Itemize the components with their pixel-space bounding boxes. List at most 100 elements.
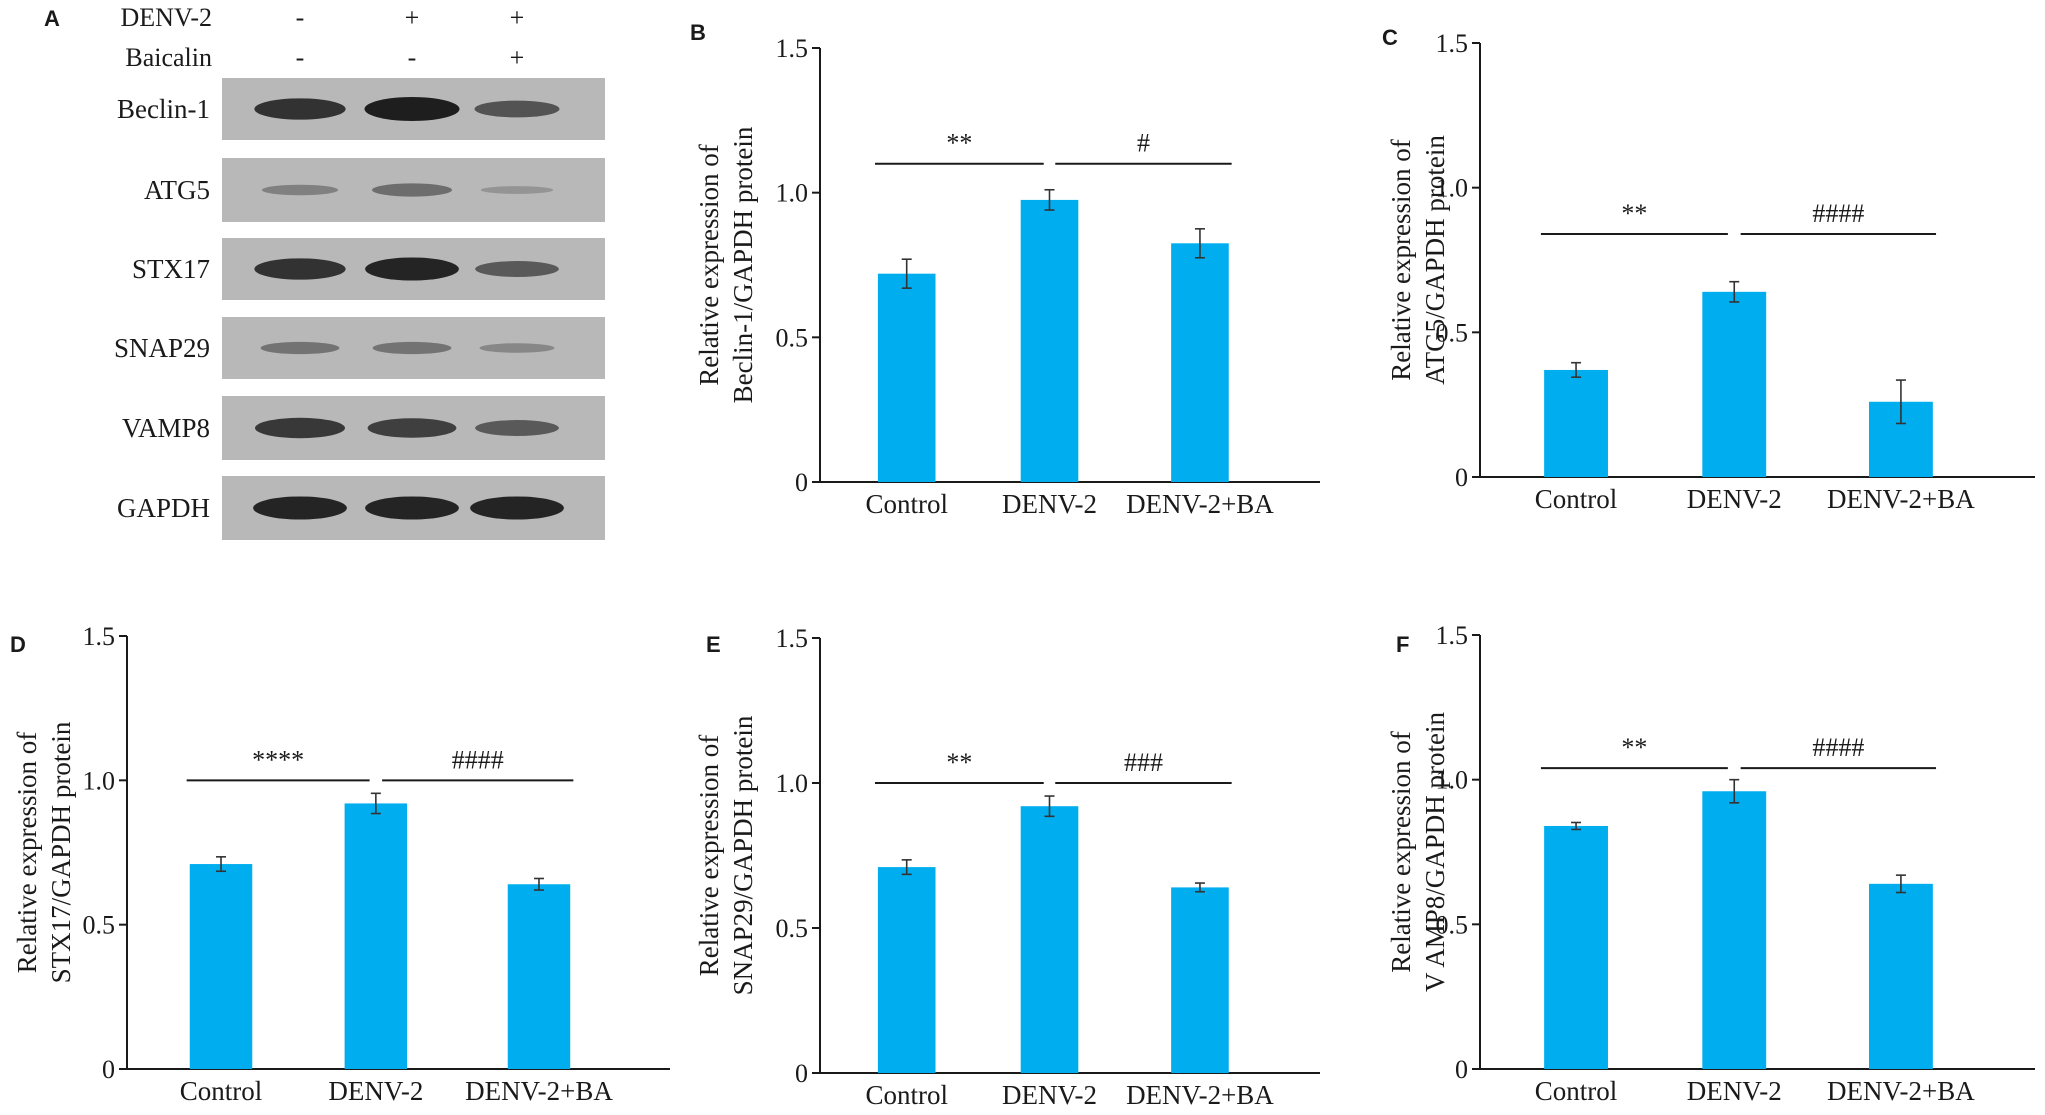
x-tick-label: Control	[1535, 1076, 1618, 1106]
y-axis-label: Relative expression of	[694, 735, 724, 976]
y-tick-label: 0.5	[776, 914, 809, 943]
bar-chart-panel-d: D 0 0.5 1.0 1.5 Relative expression of STX17/G…	[10, 622, 670, 1106]
blot-band	[255, 417, 345, 439]
y-axis-label: Relative expression of	[1386, 139, 1416, 380]
treatment-mark: +	[405, 3, 420, 32]
significance-label: ###	[1124, 748, 1163, 777]
bar	[877, 867, 936, 1073]
x-tick-label: Control	[180, 1076, 263, 1106]
x-tick-label: DENV-2	[1687, 484, 1782, 514]
bar	[344, 803, 408, 1069]
blot-row-label: Beclin-1	[117, 94, 210, 124]
bar-chart-panel-c: C 0 0.5 1.0 1.5 Relative expression of ATG5/GA…	[1382, 25, 2035, 514]
y-axis-label: ATG5/GAPDH protein	[1420, 135, 1450, 385]
x-tick-label: DENV-2+BA	[1827, 484, 1975, 514]
x-tick-label: Control	[865, 1080, 948, 1110]
blot-band	[365, 496, 459, 520]
bar	[1869, 883, 1933, 1069]
x-tick-label: Control	[865, 489, 948, 519]
y-tick-label: 0.5	[83, 911, 116, 940]
x-tick-label: DENV-2+BA	[1827, 1076, 1975, 1106]
blot-band	[261, 184, 339, 196]
treatment-mark: -	[408, 43, 417, 72]
bar-chart-panel-f: F 0 0.5 1.0 1.5 Relative expression of V AMP8/…	[1386, 621, 2035, 1106]
bar	[1544, 369, 1608, 477]
y-axis-label: Relative expression of	[1386, 731, 1416, 972]
blot-band	[364, 97, 460, 121]
bar	[877, 273, 936, 482]
x-tick-label: DENV-2	[1687, 1076, 1782, 1106]
bar	[1702, 791, 1767, 1069]
blot-band	[372, 341, 452, 355]
blot-band	[254, 98, 346, 120]
significance-label: ####	[452, 745, 504, 774]
y-axis-label: SNAP29/GAPDH protein	[728, 715, 758, 995]
blot-row-label: ATG5	[144, 175, 210, 205]
significance-label: ####	[1812, 199, 1864, 228]
treatment-label: Baicalin	[125, 43, 212, 72]
blot-row-label: GAPDH	[117, 493, 210, 523]
y-tick-label: 0	[795, 1059, 808, 1088]
y-tick-label: 1.0	[776, 769, 809, 798]
significance-label: **	[946, 748, 972, 777]
bar	[1020, 199, 1079, 482]
bar	[189, 864, 253, 1069]
blot-band	[372, 183, 452, 197]
blot-band	[254, 258, 346, 280]
y-axis-label: V AMP8/GAPDH protein	[1420, 711, 1450, 992]
panel-label: E	[706, 632, 721, 657]
treatment-mark: +	[510, 3, 525, 32]
bar	[507, 884, 571, 1069]
panel-label-a: A	[44, 6, 60, 31]
x-tick-label: DENV-2	[1002, 1080, 1097, 1110]
blot-strip	[222, 158, 605, 222]
blot-band	[367, 418, 457, 438]
bar	[1702, 291, 1767, 477]
x-tick-label: DENV-2	[1002, 489, 1097, 519]
panel-label: B	[690, 20, 706, 45]
y-tick-label: 0	[102, 1055, 115, 1084]
x-tick-label: DENV-2	[328, 1076, 423, 1106]
x-tick-label: DENV-2+BA	[1126, 1080, 1274, 1110]
y-tick-label: 0.5	[776, 323, 809, 352]
blot-band	[475, 261, 559, 277]
treatment-mark: +	[510, 43, 525, 72]
treatment-mark: -	[296, 3, 305, 32]
blot-band	[365, 257, 459, 281]
blot-row-label: SNAP29	[114, 333, 210, 363]
x-tick-label: Control	[1535, 484, 1618, 514]
blot-band	[474, 100, 560, 118]
y-tick-label: 0	[795, 468, 808, 497]
x-tick-label: DENV-2+BA	[1126, 489, 1274, 519]
y-axis-label: Relative expression of	[694, 144, 724, 385]
bar	[1544, 825, 1608, 1069]
bar-chart-panel-b: B 0 0.5 1.0 1.5 Relative expression of Beclin-…	[690, 20, 1320, 519]
blot-band	[253, 496, 347, 520]
significance-label: **	[946, 129, 972, 158]
significance-label: ####	[1812, 733, 1864, 762]
y-tick-label: 0	[1455, 463, 1468, 492]
blot-band	[475, 420, 559, 436]
panel-label: F	[1396, 632, 1409, 657]
western-blot-panel: A DENV-2 - + + Baicalin - - + Beclin-1 ATG5 STX17 SN…	[44, 3, 605, 540]
y-tick-label: 1.0	[1436, 766, 1469, 795]
y-tick-label: 0	[1455, 1055, 1468, 1084]
blot-band	[260, 341, 340, 355]
blot-band	[480, 186, 554, 194]
y-axis-label: STX17/GAPDH protein	[46, 721, 76, 983]
blot-row-label: STX17	[132, 254, 210, 284]
y-axis-label: Beclin-1/GAPDH protein	[728, 126, 758, 403]
y-tick-label: 1.5	[776, 624, 809, 653]
significance-label: **	[1621, 199, 1647, 228]
y-tick-label: 0.5	[1436, 910, 1469, 939]
y-axis-label: Relative expression of	[12, 732, 42, 973]
bar-chart-panel-e: E 0 0.5 1.0 1.5 Relative expression of SNAP29/…	[694, 624, 1320, 1110]
significance-label: #	[1137, 129, 1150, 158]
blot-band	[470, 496, 564, 520]
panel-label: D	[10, 632, 26, 657]
treatment-label: DENV-2	[121, 3, 212, 32]
blot-band	[479, 343, 555, 353]
x-tick-label: DENV-2+BA	[465, 1076, 613, 1106]
treatment-mark: -	[296, 43, 305, 72]
